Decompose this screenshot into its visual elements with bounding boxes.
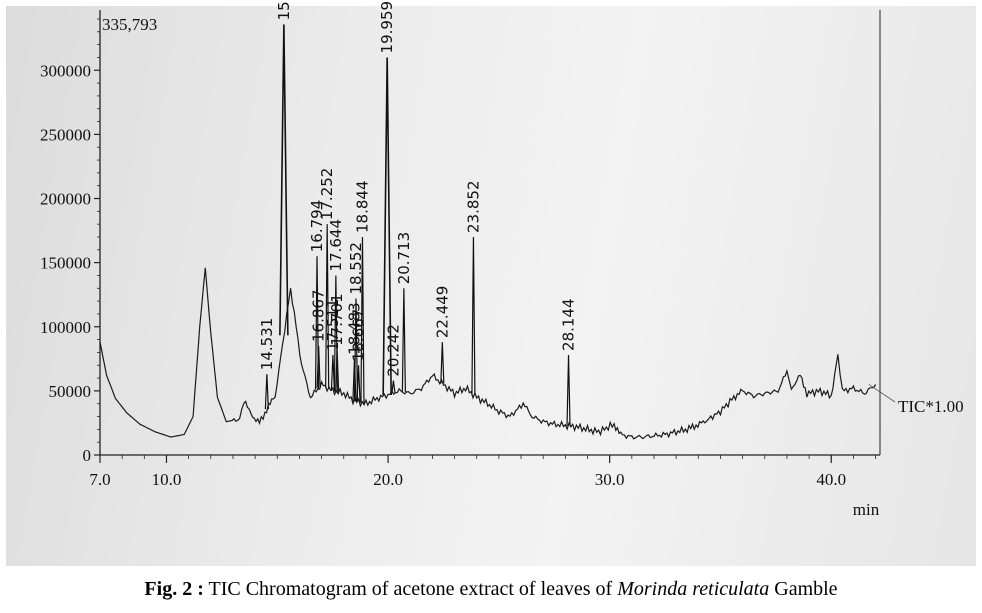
peak-label: 19.959 <box>378 1 396 54</box>
y-tick-label: 50000 <box>49 382 92 401</box>
x-axis-label: min <box>853 500 880 519</box>
peak-spike <box>391 380 396 393</box>
y-tick-label: 250000 <box>40 125 91 144</box>
x-tick-label: 20.0 <box>373 470 403 489</box>
y-tick-label: 0 <box>83 446 92 465</box>
tic-trace <box>99 267 877 440</box>
peak-spike <box>566 354 571 426</box>
peak-spike <box>440 342 445 384</box>
caption-text-after: Gamble <box>769 578 838 600</box>
peak-spike <box>314 256 320 390</box>
caption-text-before: TIC Chromatogram of acetone extract of l… <box>203 578 618 600</box>
figure-caption: Fig. 2 : TIC Chromatogram of acetone ext… <box>0 578 982 601</box>
peak-spike <box>353 298 359 402</box>
max-intensity-label: 335,793 <box>102 15 157 34</box>
x-tick-label: 40.0 <box>816 470 846 489</box>
y-tick-label: 200000 <box>40 190 91 209</box>
peak-spike <box>360 236 365 403</box>
peak-label: 17.252 <box>318 168 336 221</box>
peak-spike <box>401 288 406 392</box>
peak-spike <box>264 374 269 410</box>
peak-label: 14.531 <box>258 318 276 371</box>
peak-spike <box>471 236 476 395</box>
peak-spike <box>330 354 336 391</box>
chart-photo-background <box>6 6 976 566</box>
chart-traces: TIC*1.00 <box>99 24 964 440</box>
y-tick-label: 300000 <box>40 61 91 80</box>
peak-label: 18.483 <box>345 302 363 355</box>
peak-label: 22.449 <box>433 286 451 339</box>
peak-spike <box>325 224 330 388</box>
y-tick-label: 100000 <box>40 318 91 337</box>
peak-label: 16.867 <box>310 289 328 342</box>
series-label: TIC*1.00 <box>898 397 964 416</box>
series-label-leader <box>868 384 896 403</box>
peak-spike <box>382 57 392 396</box>
peak-spike <box>316 345 321 388</box>
peak-label: 18.667 <box>350 309 368 362</box>
peak-label: 18.552 <box>347 242 365 295</box>
peak-label: 17.701 <box>328 293 346 346</box>
caption-species: Morinda reticulata <box>617 578 770 600</box>
x-tick-label: 10.0 <box>152 470 182 489</box>
peak-label: 17.644 <box>327 219 345 272</box>
caption-fig-label: Fig. 2 : <box>144 578 204 600</box>
peak-label: 23.852 <box>464 180 482 233</box>
peak-spike <box>352 358 357 401</box>
peak-label: 17.511 <box>324 298 342 351</box>
peak-label: 15.298 <box>275 0 293 20</box>
peak-spike <box>335 349 340 392</box>
peak-spike <box>279 24 289 336</box>
chart-labels: 14.531 15.298 16.794 16.867 17.252 17.511 17.6… <box>258 0 578 377</box>
y-tick-label: 150000 <box>40 254 91 273</box>
x-tick-label: 30.0 <box>595 470 625 489</box>
peak-label: 28.144 <box>560 298 578 351</box>
chromatogram-chart: 0 50000 100000 150000 200000 250000 300000 7.0 1… <box>40 0 964 519</box>
peak-label: 20.713 <box>395 232 413 285</box>
peak-label: 20.242 <box>384 324 402 377</box>
peak-label: 16.794 <box>308 200 326 253</box>
peak-spike <box>356 365 361 403</box>
peak-label: 18.844 <box>353 180 371 233</box>
x-tick-label: 7.0 <box>89 470 110 489</box>
chart-axes: 0 50000 100000 150000 200000 250000 300000 7.0 1… <box>40 10 881 519</box>
